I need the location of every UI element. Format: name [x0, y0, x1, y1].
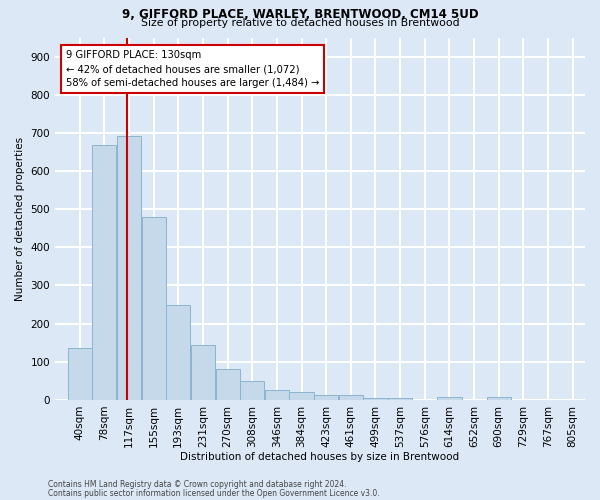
Bar: [191, 344, 215, 400]
Text: Contains public sector information licensed under the Open Government Licence v3: Contains public sector information licen…: [48, 488, 380, 498]
Bar: [68, 348, 92, 400]
Text: Size of property relative to detached houses in Brentwood: Size of property relative to detached ho…: [140, 18, 460, 28]
X-axis label: Distribution of detached houses by size in Brentwood: Distribution of detached houses by size …: [181, 452, 460, 462]
Bar: [142, 217, 166, 400]
Bar: [117, 136, 141, 400]
Bar: [388, 398, 412, 400]
Bar: [215, 368, 239, 400]
Bar: [487, 397, 511, 400]
Text: 9 GIFFORD PLACE: 130sqm
← 42% of detached houses are smaller (1,072)
58% of semi: 9 GIFFORD PLACE: 130sqm ← 42% of detache…: [65, 50, 319, 88]
Text: Contains HM Land Registry data © Crown copyright and database right 2024.: Contains HM Land Registry data © Crown c…: [48, 480, 347, 489]
Bar: [265, 390, 289, 400]
Bar: [92, 145, 116, 400]
Text: 9, GIFFORD PLACE, WARLEY, BRENTWOOD, CM14 5UD: 9, GIFFORD PLACE, WARLEY, BRENTWOOD, CM1…: [122, 8, 478, 20]
Bar: [437, 397, 461, 400]
Y-axis label: Number of detached properties: Number of detached properties: [15, 136, 25, 301]
Bar: [289, 392, 314, 400]
Bar: [339, 396, 363, 400]
Bar: [166, 306, 190, 400]
Bar: [240, 381, 265, 400]
Bar: [364, 398, 388, 400]
Bar: [314, 394, 338, 400]
